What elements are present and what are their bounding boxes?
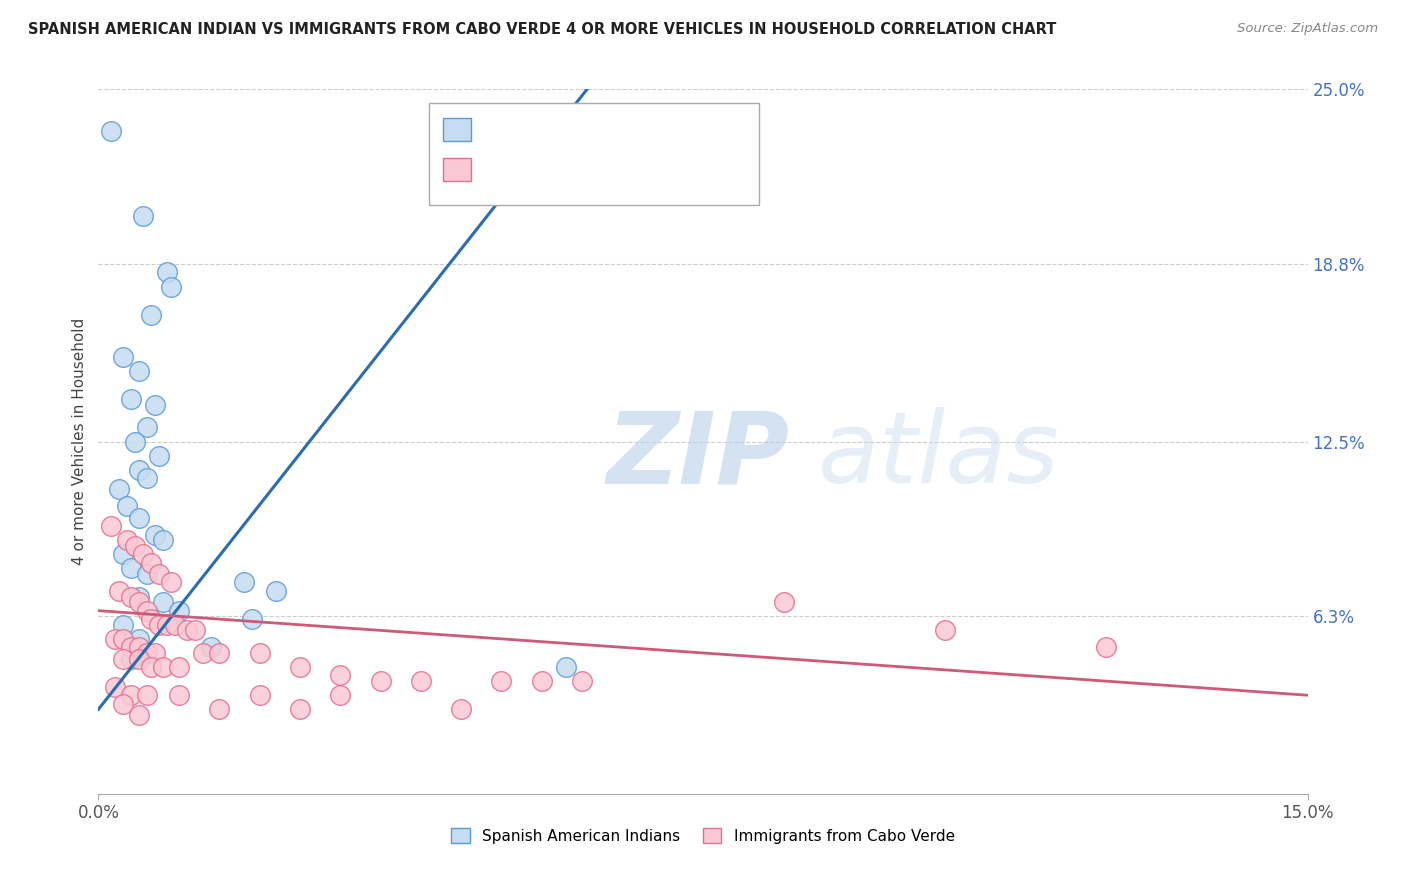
Point <box>143 398 166 412</box>
Point <box>934 624 956 638</box>
Point <box>152 533 174 548</box>
Point <box>111 547 134 561</box>
Point <box>160 575 183 590</box>
Point <box>450 702 472 716</box>
Point <box>160 279 183 293</box>
Point <box>208 646 231 660</box>
Point <box>135 567 157 582</box>
Point <box>143 527 166 541</box>
Point <box>135 471 157 485</box>
Point <box>124 434 146 449</box>
Point <box>111 632 134 646</box>
Point <box>156 617 179 632</box>
Point <box>409 674 432 689</box>
Text: ZIP: ZIP <box>606 407 789 504</box>
Point <box>148 617 170 632</box>
Point <box>132 209 155 223</box>
Point <box>111 651 134 665</box>
Point <box>132 547 155 561</box>
Text: R =: R = <box>478 162 512 177</box>
Point <box>232 575 254 590</box>
Point <box>128 708 150 723</box>
Y-axis label: 4 or more Vehicles in Household: 4 or more Vehicles in Household <box>72 318 87 566</box>
Point <box>120 651 142 665</box>
Point <box>200 640 222 655</box>
Point <box>184 624 207 638</box>
Point <box>128 640 150 655</box>
Point <box>120 392 142 407</box>
Point <box>124 539 146 553</box>
Point <box>103 632 125 646</box>
Text: N =: N = <box>568 162 602 177</box>
Text: 33: 33 <box>598 122 619 136</box>
Text: -0.280: -0.280 <box>509 162 564 177</box>
Point <box>135 420 157 434</box>
Point <box>193 646 215 660</box>
Point <box>152 595 174 609</box>
Point <box>111 697 134 711</box>
Point <box>176 624 198 638</box>
Point <box>128 590 150 604</box>
Text: R =: R = <box>478 122 512 136</box>
Point <box>167 688 190 702</box>
Point <box>100 519 122 533</box>
Point <box>139 660 162 674</box>
Point <box>240 612 263 626</box>
Point <box>772 595 794 609</box>
Point <box>107 583 129 598</box>
Point <box>167 660 190 674</box>
Point <box>249 646 271 660</box>
Point <box>139 612 162 626</box>
Point <box>288 702 311 716</box>
Point <box>148 567 170 582</box>
Point <box>555 660 578 674</box>
Point <box>152 660 174 674</box>
Point <box>143 646 166 660</box>
Point <box>530 674 553 689</box>
Point <box>128 364 150 378</box>
Point <box>111 617 134 632</box>
Point <box>208 702 231 716</box>
Point <box>249 688 271 702</box>
Text: atlas: atlas <box>818 407 1060 504</box>
Text: Source: ZipAtlas.com: Source: ZipAtlas.com <box>1237 22 1378 36</box>
Point <box>135 646 157 660</box>
Point <box>491 674 513 689</box>
Text: 51: 51 <box>598 162 619 177</box>
Point <box>264 583 287 598</box>
Point <box>115 533 138 548</box>
Point <box>167 604 190 618</box>
Point <box>148 449 170 463</box>
Point <box>100 124 122 138</box>
Point <box>128 651 150 665</box>
Text: SPANISH AMERICAN INDIAN VS IMMIGRANTS FROM CABO VERDE 4 OR MORE VEHICLES IN HOUS: SPANISH AMERICAN INDIAN VS IMMIGRANTS FR… <box>28 22 1056 37</box>
Point <box>128 510 150 524</box>
Point <box>120 590 142 604</box>
Point <box>111 350 134 364</box>
Legend: Spanish American Indians, Immigrants from Cabo Verde: Spanish American Indians, Immigrants fro… <box>446 822 960 850</box>
Text: N =: N = <box>568 122 602 136</box>
Point <box>139 556 162 570</box>
Point <box>107 483 129 497</box>
Point <box>128 632 150 646</box>
Point <box>370 674 392 689</box>
Point <box>128 463 150 477</box>
Point <box>571 674 593 689</box>
Point <box>139 308 162 322</box>
Point <box>329 688 352 702</box>
Point <box>135 688 157 702</box>
Point <box>163 617 186 632</box>
Point <box>103 680 125 694</box>
Text: 0.629: 0.629 <box>509 122 557 136</box>
Point <box>120 640 142 655</box>
Point <box>329 668 352 682</box>
Point <box>128 595 150 609</box>
Point <box>120 561 142 575</box>
Point <box>115 500 138 514</box>
Point <box>1095 640 1118 655</box>
Point <box>156 265 179 279</box>
Point <box>135 604 157 618</box>
Point <box>120 688 142 702</box>
Point <box>288 660 311 674</box>
